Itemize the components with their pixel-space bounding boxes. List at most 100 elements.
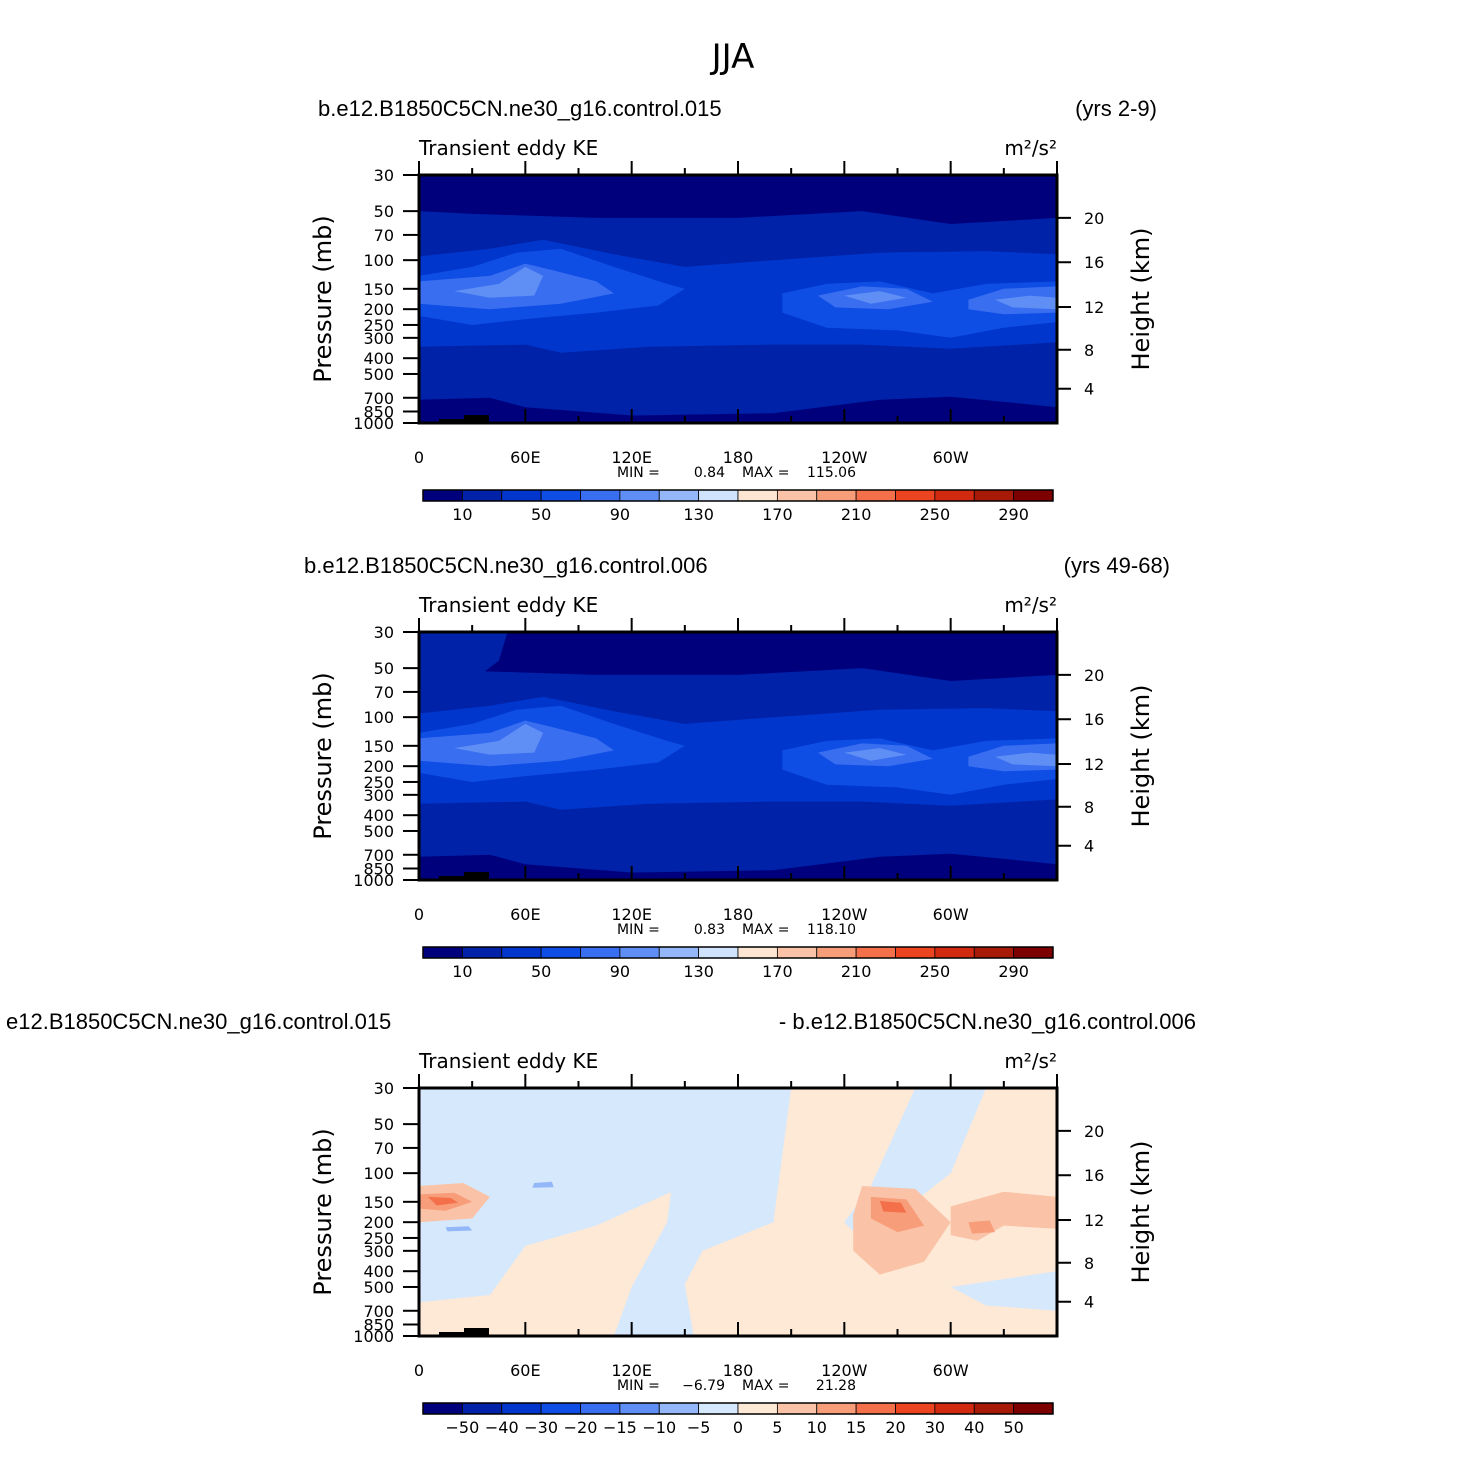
colorbar-swatch [461,946,503,959]
colorbar-frame [422,946,1054,959]
colorbar-swatch [580,1402,621,1415]
colorbar-frame [422,1402,1054,1415]
y-tick-label: 1000 [353,871,394,890]
colorbar-swatch [737,946,778,959]
units-label: m²/s² [1004,1049,1057,1073]
y-axis-label-right: Height (km) [1127,228,1155,371]
colorbar-label: 10 [452,505,472,524]
variable-label: Transient eddy KE [418,1049,598,1073]
colorbar-swatch [461,489,503,502]
x-tick-label: 60E [510,448,540,467]
y-tick-label: 250 [363,1229,394,1248]
colorbar: 10 50 90 130 170 210 250 290 [422,489,1054,524]
colorbar-swatch [776,1402,818,1415]
y-tick-label-right: 8 [1084,1254,1094,1273]
y-tick-label: 250 [363,773,394,792]
y-axis-label: Pressure (mb) [309,672,337,839]
y-tick-label: 500 [363,822,394,841]
contour-fill-6 [454,266,544,298]
colorbar-swatch [422,946,463,959]
y-tick-label: 150 [363,737,394,756]
colorbar-swatch [422,489,463,502]
y-tick-label: 700 [363,846,394,865]
min-label: MIN = [617,922,660,938]
topography-mask [439,415,489,423]
panel-1-plot: 0 60E 120E 180 120W 60W3050701001502002503004… [309,136,1155,524]
colorbar-swatch [855,1402,896,1415]
contour-fill-9 [419,175,1057,224]
min-label: MIN = [617,1378,660,1394]
colorbar-swatch [1013,946,1054,959]
min-value: −6.79 [682,1378,725,1394]
y-tick-label: 700 [363,1302,394,1321]
colorbar-swatch [698,1402,739,1415]
y-tick-label: 1000 [353,1327,394,1346]
colorbar-swatch [422,1402,463,1415]
colorbar-label: 10 [807,1418,827,1437]
y-tick-label: 850 [363,860,394,879]
y-tick-label: 850 [363,1316,394,1335]
y-axis-label: Pressure (mb) [309,215,337,382]
y-tick-label-right: 12 [1084,298,1104,317]
max-value: 118.10 [807,922,856,938]
colorbar-swatch [737,489,778,502]
panel-3-case-right: - b.e12.B1850C5CN.ne30_g16.control.006 [779,1009,1196,1034]
y-tick-label: 500 [363,365,394,384]
colorbar-label: 0 [733,1418,743,1437]
colorbar-swatch [895,489,936,502]
colorbar-swatch [816,1402,857,1415]
contour-fill-13 [532,1181,554,1188]
colorbar-label: 5 [772,1418,782,1437]
y-tick-label: 100 [363,1164,394,1183]
max-label: MAX = [742,1378,789,1394]
colorbar-swatch [461,1402,503,1415]
colorbar-label: 50 [531,962,551,981]
contour-fill-10 [879,1200,907,1213]
colorbar-label: 10 [452,962,472,981]
colorbar-swatch [698,946,739,959]
y-tick-label: 100 [363,708,394,727]
x-tick-label: 120W [821,1361,868,1380]
y-tick-label-right: 12 [1084,1211,1104,1230]
y-tick-label: 400 [363,1262,394,1281]
y-tick-label-right: 20 [1084,209,1104,228]
y-tick-label-right: 20 [1084,1122,1104,1141]
colorbar-swatch [737,1402,778,1415]
colorbar-swatch [973,1402,1015,1415]
x-tick-label: 180 [723,448,754,467]
y-tick-label: 30 [374,1079,394,1098]
y-tick-label: 400 [363,806,394,825]
colorbar-swatch [855,946,896,959]
y-tick-label: 200 [363,757,394,776]
variable-label: Transient eddy KE [418,136,598,160]
colorbar-swatch [1013,489,1054,502]
colorbar-label: −50 [445,1418,479,1437]
x-tick-label: 0 [414,905,424,924]
colorbar-label: 170 [762,962,793,981]
y-tick-label: 70 [374,1139,394,1158]
colorbar-swatch [855,489,896,502]
colorbar-swatch [619,1402,660,1415]
colorbar-frame [422,489,1054,502]
colorbar-swatch [816,946,857,959]
max-value: 115.06 [807,465,856,481]
colorbar: −50 −40 −30 −20 −15 −10 −5 0 5 10 15 20 30 40 50 [422,1402,1054,1437]
contour-fill-1 [419,1088,685,1303]
y-tick-label-right: 20 [1084,666,1104,685]
colorbar-label: 250 [920,505,951,524]
colorbar-label: 170 [762,505,793,524]
x-tick-label: 60W [933,905,969,924]
colorbar-label: 40 [964,1418,984,1437]
y-tick-label: 50 [374,1115,394,1134]
x-tick-label: 60W [933,448,969,467]
figure-title: JJA [710,37,755,77]
colorbar-label: 90 [610,962,630,981]
colorbar-label: 20 [885,1418,905,1437]
contour-fill-9 [419,632,1057,681]
colorbar: 10 50 90 130 170 210 250 290 [422,946,1054,981]
y-tick-label: 70 [374,226,394,245]
contour-fill-14 [445,1226,473,1232]
colorbar-label: −10 [642,1418,676,1437]
colorbar-swatch [619,489,660,502]
